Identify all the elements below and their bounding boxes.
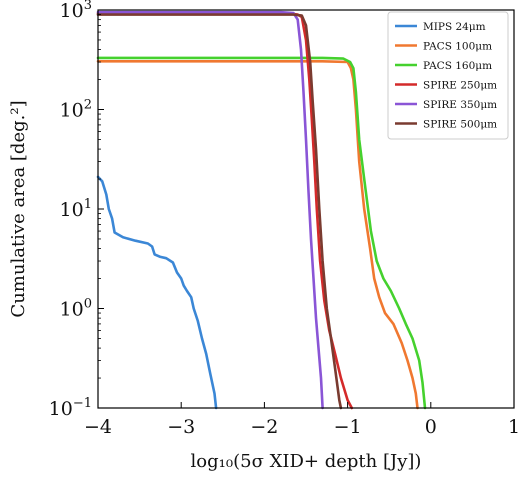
x-tick-label: −4 (84, 416, 112, 438)
series-line-4 (96, 10, 324, 410)
x-tick-label: −2 (250, 416, 278, 438)
series-layer (96, 10, 427, 410)
legend-label: PACS 100μm (423, 41, 492, 53)
x-axis-label: log₁₀(5σ XID+ depth [Jy]) (191, 451, 422, 472)
series-line-2 (96, 56, 427, 410)
series-line-3 (96, 12, 354, 410)
x-tick-label: 0 (425, 416, 437, 438)
y-axis-label: Cumulative area [deg.²] (8, 100, 29, 317)
series-line-0 (96, 175, 218, 410)
y-tick-label: 103 (60, 0, 92, 22)
y-tick-label: 100 (60, 297, 92, 321)
legend-label: SPIRE 500μm (423, 119, 497, 131)
series-line-5 (96, 13, 343, 410)
ticks-layer: −4 −3 −2 −1 0 1 10−1 100 101 102 103 (49, 0, 520, 438)
y-tick-label: 102 (60, 98, 92, 122)
x-tick-label: 1 (508, 416, 520, 438)
legend-label: PACS 160μm (423, 60, 492, 72)
legend-label: SPIRE 250μm (423, 80, 497, 92)
y-tick-label: 101 (60, 197, 92, 221)
legend: MIPS 24μm PACS 100μm PACS 160μm SPIRE 250μm… (387, 11, 509, 140)
legend-box (387, 11, 509, 140)
series-line-1 (96, 60, 419, 410)
y-tick-label: 10−1 (49, 396, 92, 420)
legend-label: SPIRE 350μm (423, 99, 497, 111)
x-tick-label: −1 (334, 416, 362, 438)
legend-label: MIPS 24μm (423, 21, 486, 33)
x-tick-label: −3 (167, 416, 195, 438)
